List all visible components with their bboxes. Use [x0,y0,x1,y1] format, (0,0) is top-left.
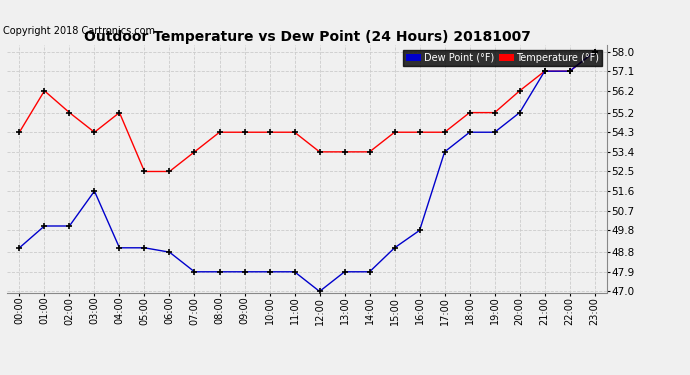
Title: Outdoor Temperature vs Dew Point (24 Hours) 20181007: Outdoor Temperature vs Dew Point (24 Hou… [83,30,531,44]
Legend: Dew Point (°F), Temperature (°F): Dew Point (°F), Temperature (°F) [404,50,602,66]
Text: Copyright 2018 Cartronics.com: Copyright 2018 Cartronics.com [3,26,155,36]
